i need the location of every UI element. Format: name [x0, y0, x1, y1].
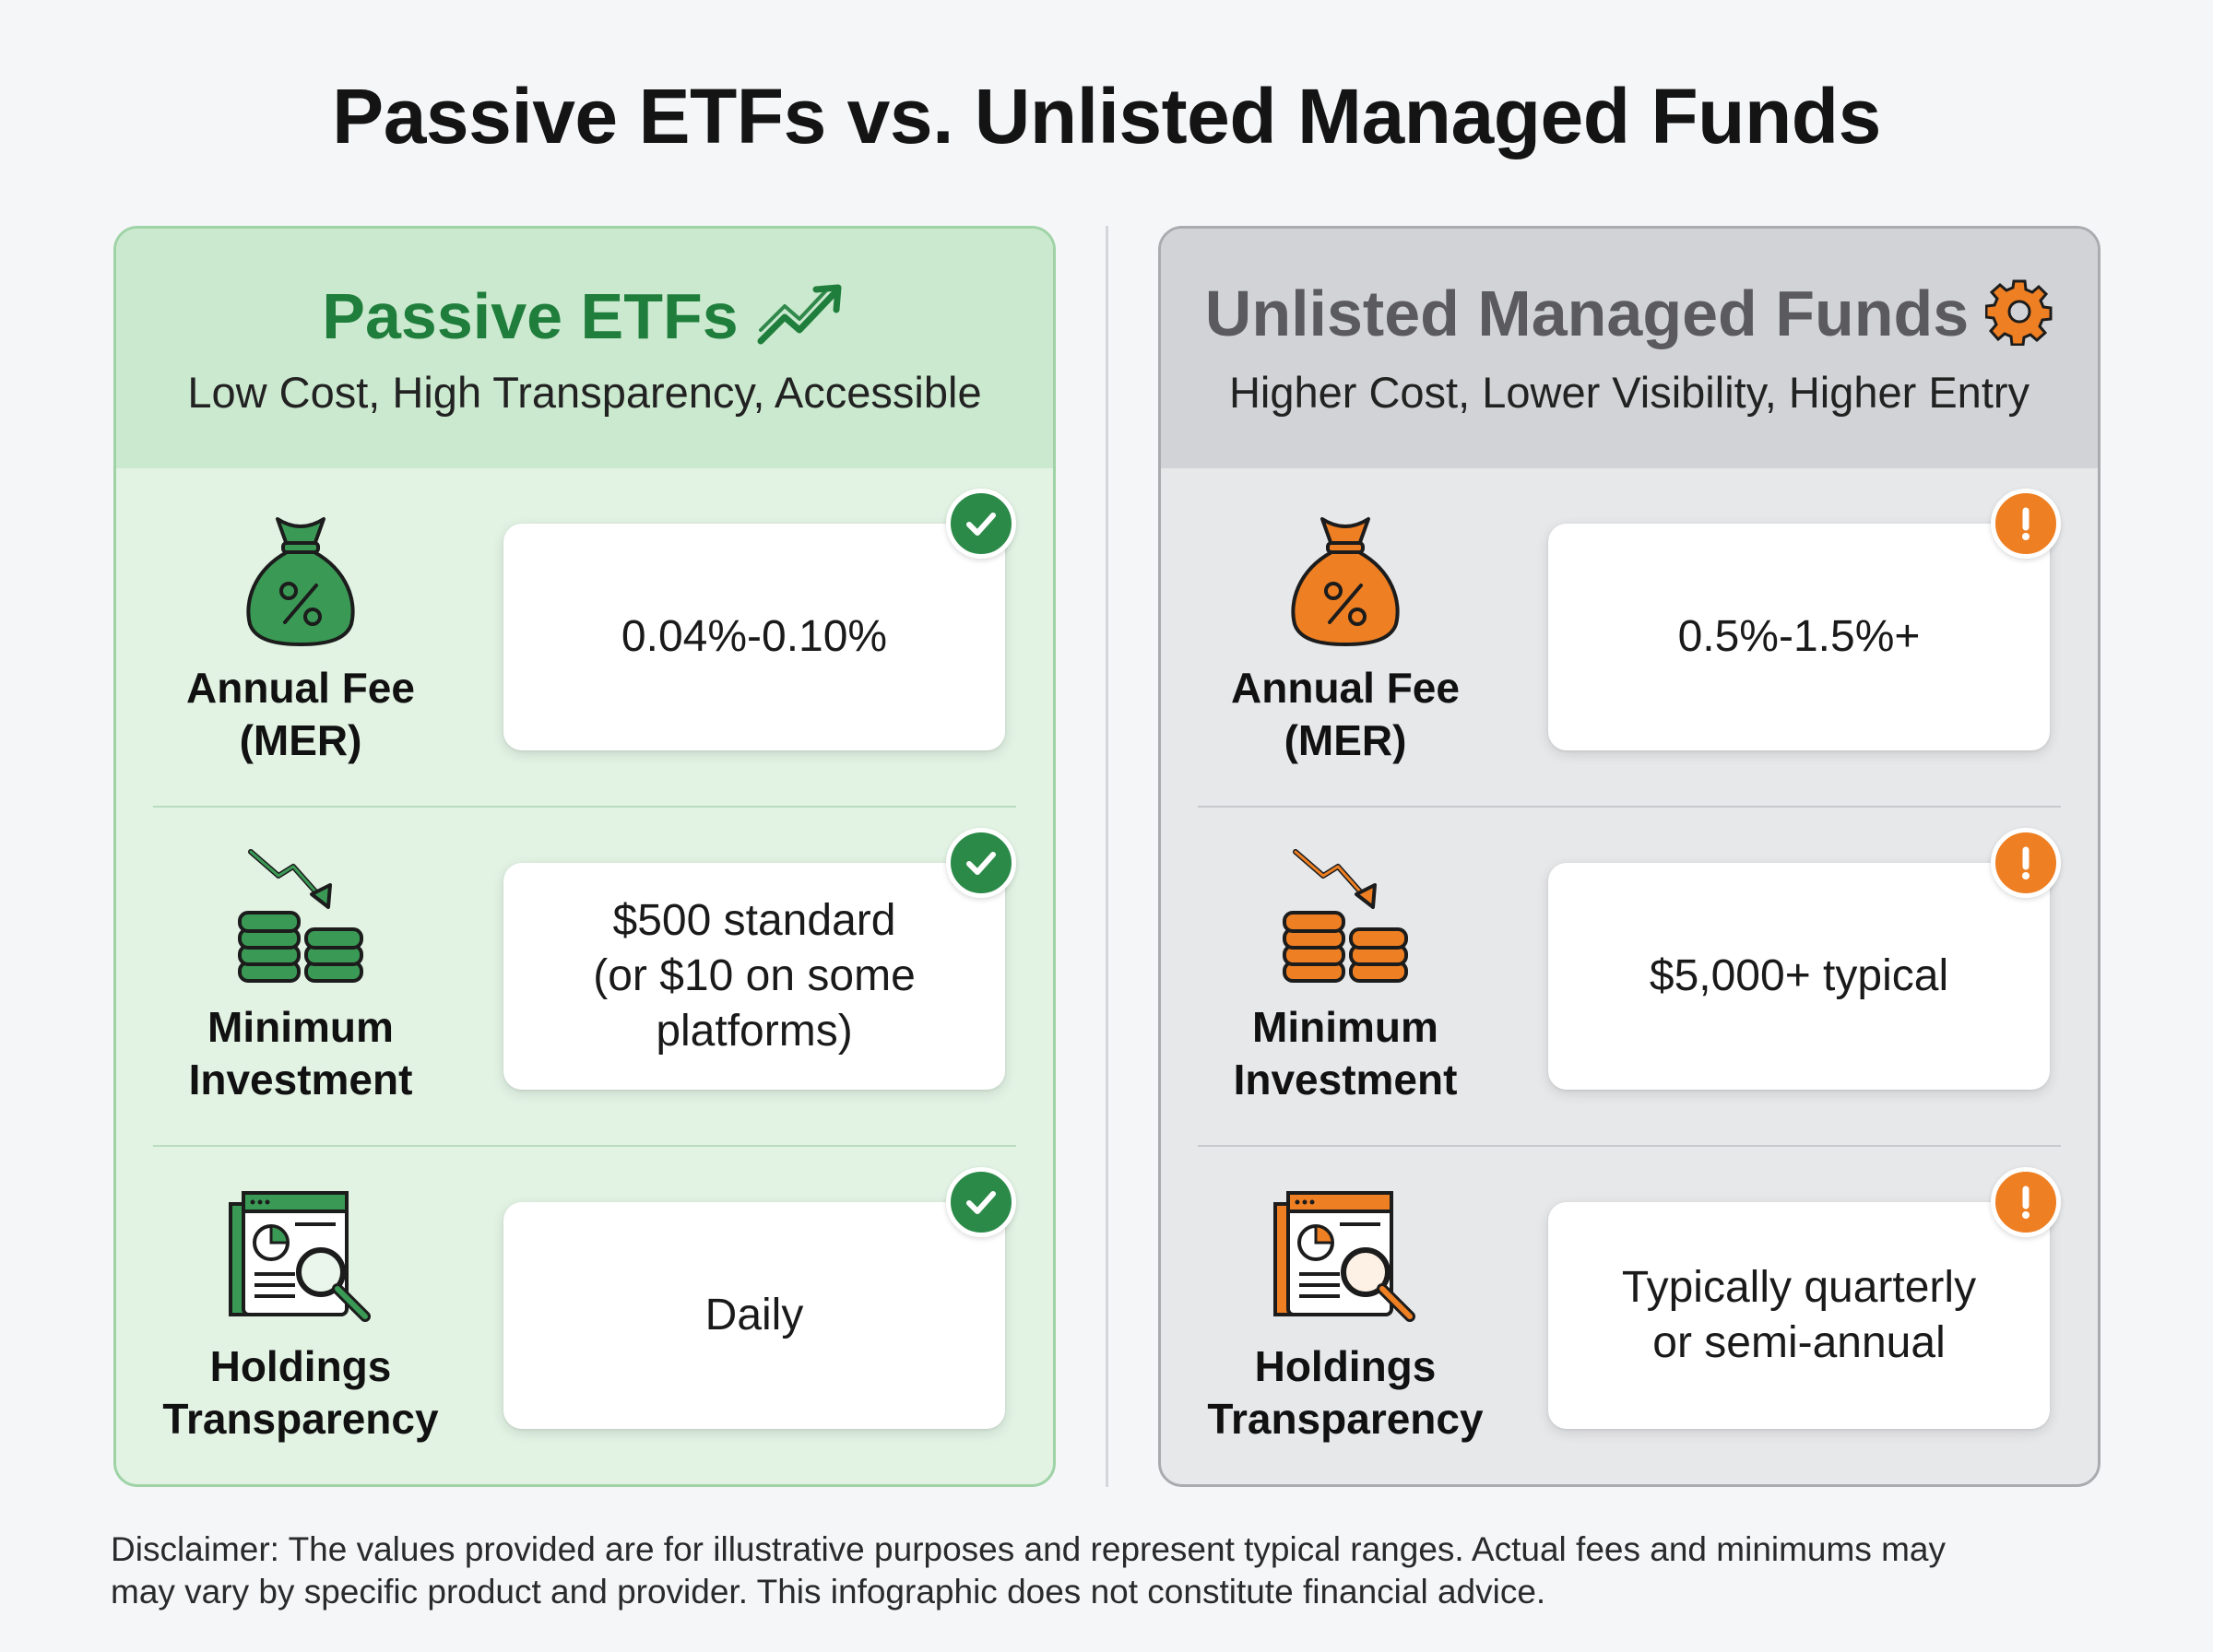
report-magnifier-icon	[1225, 1184, 1465, 1331]
row-label-sub: Transparency	[162, 1395, 439, 1443]
check-icon	[946, 1167, 1016, 1237]
row-label: Minimum	[1252, 1003, 1438, 1051]
value-card: Typically quarterly or semi-annual	[1548, 1202, 2050, 1429]
row-divider	[153, 806, 1016, 808]
value-card: 0.5%-1.5%+	[1548, 524, 2050, 750]
row-label-sub: Investment	[188, 1056, 413, 1103]
panel-title: Passive ETFs	[322, 279, 739, 352]
panel-subtitle: Higher Cost, Lower Visibility, Higher En…	[1228, 368, 2030, 417]
row-label: Holdings	[1254, 1342, 1437, 1390]
value-card: Daily	[503, 1202, 1005, 1429]
row-label: Holdings	[209, 1342, 392, 1390]
exclamation-icon	[1991, 489, 2061, 559]
money-bag-percent-icon	[1225, 505, 1465, 653]
value-text: or semi-annual	[1652, 1318, 1946, 1367]
comparison-row-annual-fee: Annual Fee (MER) 0.04%-0.10%	[116, 468, 1053, 808]
report-magnifier-icon	[181, 1184, 420, 1331]
check-icon	[946, 489, 1016, 559]
row-divider	[1198, 1145, 2061, 1147]
disclaimer: Disclaimer: The values provided are for …	[111, 1528, 2102, 1613]
comparison-row-minimum-investment: Minimum Investment $5,000+ typical	[1161, 808, 2098, 1147]
money-bag-percent-icon	[181, 505, 420, 653]
panel-subtitle: Low Cost, High Transparency, Accessible	[187, 368, 982, 417]
value-text: $5,000+ typical	[1649, 951, 1949, 1000]
comparison-row-annual-fee: Annual Fee (MER) 0.5%-1.5%+	[1161, 468, 2098, 808]
panel-unlisted-managed-funds: Unlisted Managed Funds Higher Cost, Lowe…	[1158, 226, 2101, 1487]
value-text: 0.5%-1.5%+	[1677, 612, 1921, 661]
page-title: Passive ETFs vs. Unlisted Managed Funds	[332, 73, 1881, 159]
value-text: Daily	[704, 1291, 804, 1339]
row-label-sub: Transparency	[1207, 1395, 1484, 1443]
panel-title: Unlisted Managed Funds	[1204, 277, 1970, 349]
panel-passive-etfs: Passive ETFs Low Cost, High Transparency…	[113, 226, 1056, 1487]
disclaimer-line: Disclaimer: The values provided are for …	[111, 1530, 1947, 1568]
row-divider	[1198, 806, 2061, 808]
value-card: $5,000+ typical	[1548, 863, 2050, 1090]
center-divider	[1106, 226, 1108, 1487]
disclaimer-line: may vary by specific product and provide…	[111, 1573, 1546, 1611]
panel-header: Unlisted Managed Funds Higher Cost, Lowe…	[1161, 229, 2098, 468]
value-text: Typically quarterly	[1621, 1263, 1977, 1312]
value-text: 0.04%-0.10%	[621, 612, 888, 661]
check-icon	[946, 828, 1016, 898]
row-label-sub: (MER)	[1284, 716, 1407, 764]
value-card: 0.04%-0.10%	[503, 524, 1005, 750]
gear-icon	[1984, 277, 2053, 350]
coin-stacks-down-arrow-icon	[181, 844, 420, 992]
exclamation-icon	[1991, 828, 2061, 898]
comparison-row-holdings-transparency: Holdings Transparency Typically quarterl…	[1161, 1147, 2098, 1484]
coin-stacks-down-arrow-icon	[1225, 844, 1465, 992]
row-label: Minimum	[207, 1003, 394, 1051]
row-label: Annual Fee	[1231, 664, 1460, 712]
trend-up-icon	[755, 277, 847, 355]
comparison-row-holdings-transparency: Holdings Transparency Daily	[116, 1147, 1053, 1484]
row-divider	[153, 1145, 1016, 1147]
value-text: $500 standard	[612, 896, 896, 945]
row-label: Annual Fee	[186, 664, 415, 712]
comparison-row-minimum-investment: Minimum Investment $500 standard (or $10…	[116, 808, 1053, 1147]
value-card: $500 standard (or $10 on some platforms)	[503, 863, 1005, 1090]
exclamation-icon	[1991, 1167, 2061, 1237]
value-text: (or $10 on some	[593, 951, 916, 1000]
value-text: platforms)	[656, 1007, 853, 1056]
row-label-sub: (MER)	[239, 716, 362, 764]
panel-header: Passive ETFs Low Cost, High Transparency…	[116, 229, 1053, 468]
row-label-sub: Investment	[1233, 1056, 1458, 1103]
